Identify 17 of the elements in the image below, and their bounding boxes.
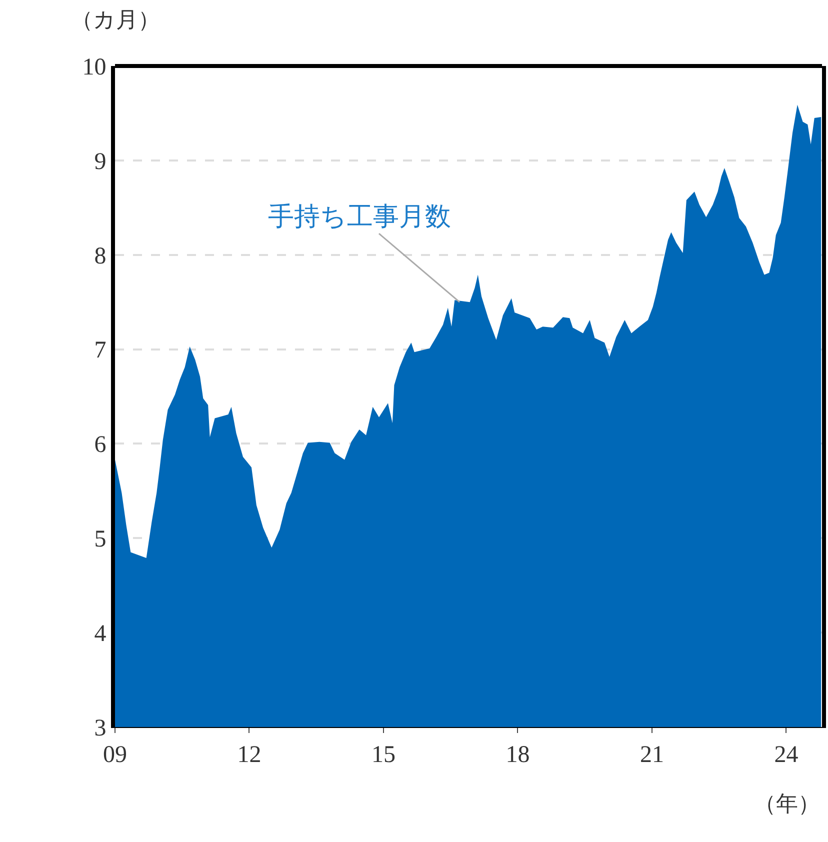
y-axis-title: （カ月） <box>71 7 160 32</box>
x-tick-label: 12 <box>237 742 262 768</box>
y-tick-label: 7 <box>94 338 106 364</box>
x-tick-label: 18 <box>506 742 530 768</box>
y-tick-label: 3 <box>94 715 106 742</box>
x-tick-label: 21 <box>640 742 664 768</box>
y-tick-label: 10 <box>82 54 106 80</box>
y-tick-label: 5 <box>94 526 106 553</box>
annotation: 手持ち工事月数 <box>268 202 451 232</box>
y-tick-label: 6 <box>94 432 106 458</box>
x-tick-label: 15 <box>371 742 396 768</box>
y-tick-label: 9 <box>94 148 106 175</box>
y-tick-label: 4 <box>94 620 106 647</box>
x-axis-title: （年） <box>754 791 820 816</box>
x-tick-label: 24 <box>774 742 798 768</box>
x-tick-label: 09 <box>103 742 127 768</box>
y-tick-label: 8 <box>94 243 106 270</box>
